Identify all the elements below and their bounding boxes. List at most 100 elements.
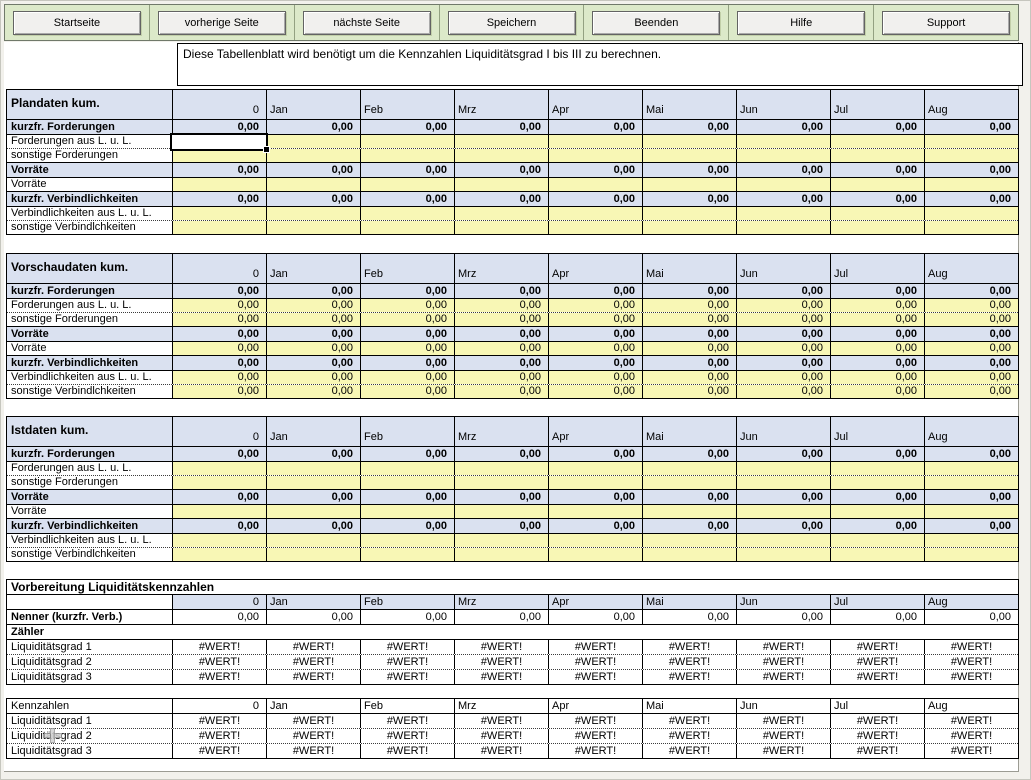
cell[interactable]: #WERT! (924, 744, 1018, 758)
row-label[interactable]: Vorräte (11, 164, 49, 176)
cell[interactable] (830, 221, 924, 234)
cell[interactable]: 0,00 (830, 327, 924, 341)
row-label[interactable]: Vorräte (7, 178, 172, 191)
cell[interactable]: 0,00 (548, 385, 642, 398)
cell[interactable]: 0,00 (266, 299, 360, 312)
cell[interactable] (548, 548, 642, 561)
cell[interactable]: 0,00 (642, 610, 736, 624)
cell[interactable]: #WERT! (830, 655, 924, 669)
cell[interactable]: #WERT! (924, 655, 1018, 669)
cell[interactable] (266, 476, 360, 489)
column-header-apr[interactable]: Apr (548, 90, 642, 119)
cell[interactable] (360, 548, 454, 561)
cell[interactable]: 0,00 (736, 385, 830, 398)
cell[interactable]: 0,00 (266, 490, 360, 504)
cell[interactable]: 0,00 (454, 313, 548, 326)
row-label[interactable]: Liquiditätsgrad 1 (11, 641, 92, 653)
cell[interactable] (736, 505, 830, 518)
row-label[interactable]: Vorräte (11, 328, 49, 340)
cell[interactable] (454, 462, 548, 475)
cell[interactable]: 0,00 (548, 120, 642, 134)
column-header-mrz[interactable]: Mrz (454, 90, 548, 119)
cell[interactable]: 0,00 (454, 342, 548, 355)
cell[interactable]: 0,00 (736, 192, 830, 206)
column-header-mai[interactable]: Mai (642, 90, 736, 119)
row-label[interactable]: Liquiditätsgrad 1 (11, 715, 92, 727)
column-header-jan[interactable]: Jan (266, 699, 360, 713)
row-label[interactable]: kurzfr. Verbindlichkeiten (11, 357, 139, 369)
cell[interactable]: 0,00 (924, 385, 1018, 398)
column-header-0[interactable]: 0 (172, 254, 266, 283)
cell[interactable]: #WERT! (454, 670, 548, 684)
section-title[interactable]: Istdaten kum. (11, 423, 89, 437)
cell[interactable]: 0,00 (266, 519, 360, 533)
row-label[interactable]: Vorräte (11, 491, 49, 503)
column-header-jan[interactable]: Jan (266, 417, 360, 446)
cell[interactable]: 0,00 (360, 385, 454, 398)
column-header-0[interactable]: 0 (172, 417, 266, 446)
button-n-chste-seite[interactable]: nächste Seite (302, 10, 431, 35)
column-header-mai[interactable]: Mai (642, 254, 736, 283)
cell[interactable] (830, 149, 924, 162)
cell[interactable]: 0,00 (172, 120, 266, 134)
cell[interactable]: 0,00 (548, 519, 642, 533)
cell[interactable]: #WERT! (172, 640, 266, 654)
cell[interactable]: #WERT! (548, 655, 642, 669)
cell[interactable]: 0,00 (642, 192, 736, 206)
column-header-mrz[interactable]: Mrz (454, 417, 548, 446)
cell[interactable]: 0,00 (266, 610, 360, 624)
button-startseite[interactable]: Startseite (12, 10, 141, 35)
cell[interactable]: 0,00 (830, 371, 924, 384)
cell[interactable] (642, 221, 736, 234)
cell[interactable]: 0,00 (172, 327, 266, 341)
cell[interactable]: 0,00 (266, 385, 360, 398)
column-header-feb[interactable]: Feb (360, 595, 454, 609)
cell[interactable]: #WERT! (830, 714, 924, 728)
row-label[interactable]: sonstige Verbindlchkeiten (7, 548, 172, 561)
cell[interactable]: 0,00 (454, 371, 548, 384)
cell[interactable]: 0,00 (642, 342, 736, 355)
section-title[interactable]: Plandaten kum. (11, 96, 100, 110)
cell[interactable]: #WERT! (360, 744, 454, 758)
cell[interactable]: #WERT! (172, 670, 266, 684)
row-label[interactable]: kurzfr. Forderungen (11, 285, 115, 297)
cell[interactable] (642, 462, 736, 475)
cell[interactable]: 0,00 (642, 327, 736, 341)
cell[interactable]: 0,00 (548, 284, 642, 298)
cell[interactable]: 0,00 (454, 192, 548, 206)
row-label[interactable]: kurzfr. Verbindlichkeiten (11, 520, 139, 532)
cell[interactable]: 0,00 (266, 120, 360, 134)
cell[interactable] (924, 135, 1018, 148)
column-header-mai[interactable]: Mai (642, 699, 736, 713)
cell[interactable]: 0,00 (736, 163, 830, 177)
cell[interactable] (454, 135, 548, 148)
column-header-apr[interactable]: Apr (548, 417, 642, 446)
section-title[interactable]: Kennzahlen (7, 699, 172, 713)
cell[interactable] (548, 207, 642, 220)
cell[interactable] (736, 207, 830, 220)
cell[interactable]: 0,00 (454, 356, 548, 370)
cell[interactable]: 0,00 (548, 371, 642, 384)
cell[interactable]: 0,00 (736, 447, 830, 461)
cell[interactable] (642, 135, 736, 148)
cell[interactable]: #WERT! (454, 714, 548, 728)
cell[interactable]: #WERT! (454, 729, 548, 743)
cell[interactable]: 0,00 (924, 490, 1018, 504)
cell[interactable]: 0,00 (172, 490, 266, 504)
row-label[interactable]: kurzfr. Verbindlichkeiten (11, 193, 139, 205)
cell[interactable] (360, 135, 454, 148)
cell[interactable]: 0,00 (736, 120, 830, 134)
cell[interactable] (360, 149, 454, 162)
cell[interactable] (172, 505, 266, 518)
cell[interactable]: #WERT! (266, 655, 360, 669)
cell[interactable]: 0,00 (642, 120, 736, 134)
cell[interactable]: 0,00 (266, 327, 360, 341)
cell[interactable]: 0,00 (736, 356, 830, 370)
cell[interactable]: 0,00 (736, 342, 830, 355)
cell[interactable] (172, 534, 266, 547)
column-header-jan[interactable]: Jan (266, 254, 360, 283)
cell[interactable]: #WERT! (736, 744, 830, 758)
cell[interactable] (642, 476, 736, 489)
button-vorherige-seite[interactable]: vorherige Seite (157, 10, 286, 35)
cell[interactable]: 0,00 (548, 163, 642, 177)
